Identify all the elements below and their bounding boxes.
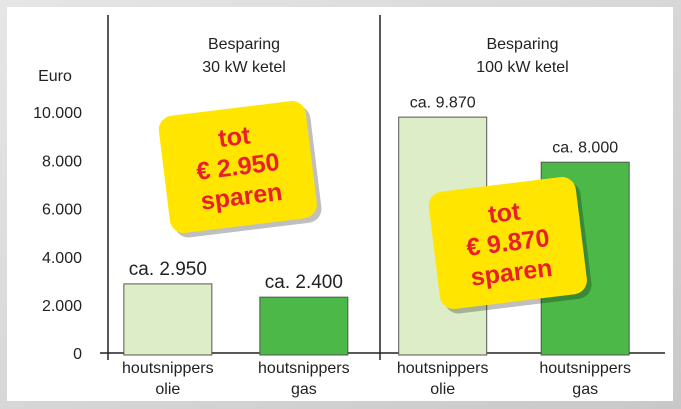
badge: tot€ 9.870sparen: [428, 177, 592, 314]
x-tick-label: houtsnippers gas: [258, 360, 350, 398]
y-axis-label: Euro: [38, 68, 72, 85]
x-tick-label: houtsnippers olie: [397, 360, 489, 398]
y-tick-label: 8.000: [42, 153, 82, 170]
data-label: ca. 8.000: [552, 139, 618, 156]
badge-background: [158, 101, 317, 233]
badge-background: [428, 177, 587, 309]
data-label: ca. 2.950: [129, 259, 207, 280]
y-tick-label: 6.000: [42, 202, 82, 219]
x-tick-label: houtsnippers gas: [539, 360, 631, 398]
category-label: Besparing 30 kW ketel: [202, 36, 286, 76]
bar: [123, 283, 213, 356]
y-tick-label: 2.000: [42, 298, 82, 315]
x-tick-label: houtsnippers olie: [122, 360, 214, 398]
badge-text: tot€ 2.950sparen: [191, 118, 285, 216]
bar: [259, 296, 349, 356]
y-tick-label: 10.000: [33, 105, 82, 122]
badge: tot€ 2.950sparen: [158, 101, 322, 238]
category-label: Besparing 100 kW ketel: [476, 36, 568, 76]
data-label: ca. 9.870: [410, 94, 476, 111]
y-tick-label: 0: [73, 346, 82, 363]
y-tick-label: 4.000: [42, 250, 82, 267]
data-label: ca. 2.400: [265, 272, 343, 293]
